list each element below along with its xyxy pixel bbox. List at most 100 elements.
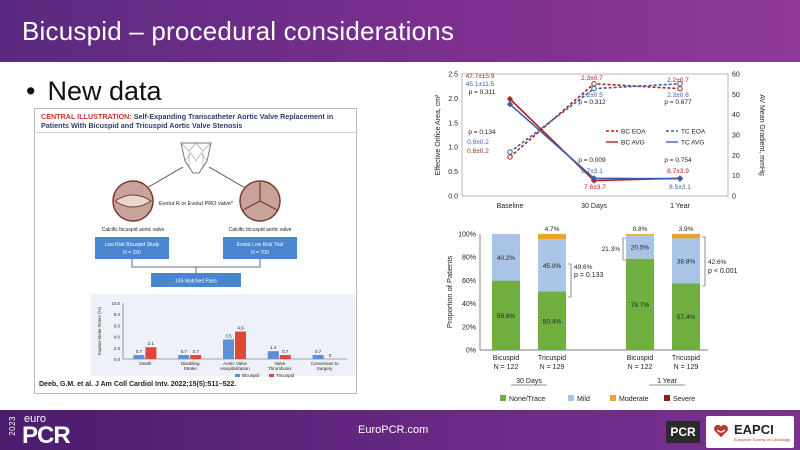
stack-annotation: p < 0.001 <box>708 268 737 275</box>
line-legend-label: TC AVG <box>681 140 704 147</box>
km-bar <box>190 355 202 359</box>
stack-period-label: 30 Days <box>516 378 542 385</box>
stack-segment-label: 3.9% <box>679 226 694 233</box>
valve-label: Evolut R or Evolut PRO valve* <box>159 201 234 207</box>
line-point <box>677 81 683 87</box>
line-legend-label: BC AVG <box>621 140 645 147</box>
stack-segment-label: 20.5% <box>631 244 650 251</box>
eapci-logo: EAPCI European Society of Cardiology <box>706 416 794 448</box>
line-ytick-left: 0.5 <box>448 169 458 176</box>
matched-label: 145 Matched Pairs <box>175 279 217 285</box>
line-data-label: p = 0.312 <box>578 99 606 106</box>
line-data-label: 2.3±0.7 <box>581 75 603 82</box>
stack-annotation: 42.6% <box>708 259 727 266</box>
km-bar-label: 0 <box>329 353 332 358</box>
heart-icon <box>713 424 729 438</box>
stack-ytick: 20% <box>462 324 476 331</box>
km-ytick: 6.0 <box>114 323 121 328</box>
bullet-text: New data <box>47 76 162 106</box>
stack-legend-label: Severe <box>673 396 695 403</box>
stack-group-name: Tricuspid <box>672 355 700 362</box>
illustration-title: CENTRAL ILLUSTRATION: Self-Expanding Tra… <box>35 109 358 133</box>
line-ytick-right: 20 <box>732 153 740 160</box>
line-data-label: 8.7±3.9 <box>667 168 689 175</box>
stack-segment <box>538 239 566 292</box>
stack-segment <box>492 280 520 350</box>
stack-segment-label: 40.2% <box>497 255 516 262</box>
eoa-gradient-chart: 0.0 0.5 1.0 1.5 2.0 2.5 0 10 20 30 40 50 60 Effective… <box>435 72 765 211</box>
connector-lines <box>131 259 261 273</box>
line-data-label: 2.2±0.7 <box>667 77 689 84</box>
stack-segment <box>492 234 520 281</box>
km-xtick: Valve <box>274 361 285 366</box>
stack-segment <box>626 234 654 259</box>
central-illustration: CENTRAL ILLUSTRATION: Self-Expanding Tra… <box>34 108 358 394</box>
km-bar <box>279 355 291 359</box>
line-xtick: 1 Year <box>670 203 691 210</box>
stack-segment-label: 57.4% <box>677 314 696 321</box>
left-valve-label: Calcific bicuspid aortic valve <box>102 227 165 233</box>
tricuspid-valve-icon <box>239 180 281 222</box>
stack-legend-label: None/Trace <box>509 396 545 403</box>
km-ytick: 10.0 <box>111 301 120 306</box>
line-legend-label: BC EOA <box>621 129 646 136</box>
km-ytick: 4.0 <box>114 335 121 340</box>
km-chart-bg <box>91 294 355 376</box>
km-xtick: Aortic Valve <box>223 361 247 366</box>
eapci-subtitle: European Society of Cardiology <box>734 437 791 442</box>
km-xtick: Death <box>139 361 152 366</box>
km-bar-label: 2.1 <box>148 341 155 346</box>
line-data-label: p = 0.677 <box>664 99 692 106</box>
footer-year: 2023 <box>8 416 17 436</box>
line-data-label: 47.7±15.9 <box>466 73 495 80</box>
km-legend-swatch <box>235 374 240 377</box>
stack-group-name: Tricuspid <box>538 355 566 362</box>
stack-segment <box>672 233 700 239</box>
km-bar <box>235 331 246 359</box>
stack-ytick: 0% <box>466 348 476 355</box>
line-ytick-left: 1.5 <box>448 120 458 127</box>
stack-segment <box>626 258 654 350</box>
slide-title: Bicuspid – procedural considerations <box>22 16 455 46</box>
line-data-label: 2.3±0.6 <box>667 92 689 99</box>
left-study-n: N = 150 <box>123 250 141 256</box>
stack-segment-label: 50.4% <box>543 318 562 325</box>
line-point <box>506 101 514 108</box>
line-data-label: p = 0.311 <box>469 89 496 96</box>
stack-ytick: 100% <box>458 232 476 239</box>
km-ytick: 8.0 <box>114 312 121 317</box>
line-ytick-right: 60 <box>732 72 740 79</box>
stack-group-n: N = 122 <box>628 364 653 371</box>
line-point <box>507 149 513 155</box>
km-bar <box>178 355 190 359</box>
line-ytick-left: 2.5 <box>448 72 458 79</box>
line-data-label: 0.8±0.2 <box>467 148 489 155</box>
km-xtick: Disabling <box>181 361 200 366</box>
km-ytick: 2.0 <box>114 346 121 351</box>
line-data-label: p = 0.134 <box>468 129 496 136</box>
stack-group-name: Bicuspid <box>493 355 520 362</box>
bicuspid-valve-icon <box>112 180 154 222</box>
line-point <box>591 85 597 92</box>
pvl-stacked-chart: 100% 80% 60% 40% 20% 0% Proportion of Patients… <box>445 226 737 403</box>
km-bar <box>133 355 145 359</box>
stack-segment-label: 0.8% <box>633 226 648 233</box>
km-ytick: 0.0 <box>114 357 121 362</box>
km-bar-label: 1.4 <box>270 345 277 350</box>
stack-bracket-1y-right <box>702 236 706 287</box>
footer-logo-pcr: PCR <box>22 422 71 449</box>
footer-url[interactable]: EuroPCR.com <box>358 424 429 436</box>
right-study-box <box>223 237 297 259</box>
line-xtick: Baseline <box>497 203 524 210</box>
stack-ytick: 40% <box>462 301 476 308</box>
left-study-box <box>95 237 169 259</box>
km-xtick: Conversion to <box>311 361 339 366</box>
left-arrow-icon <box>144 166 184 190</box>
line-data-label: 7.6±3.7 <box>584 184 606 191</box>
stack-segment-label: 59.8% <box>497 313 516 320</box>
km-bar <box>312 355 324 359</box>
stack-annotation: 21.3% <box>602 246 621 253</box>
stack-segment <box>672 238 700 284</box>
km-legend-label: Bicuspid <box>242 373 260 378</box>
